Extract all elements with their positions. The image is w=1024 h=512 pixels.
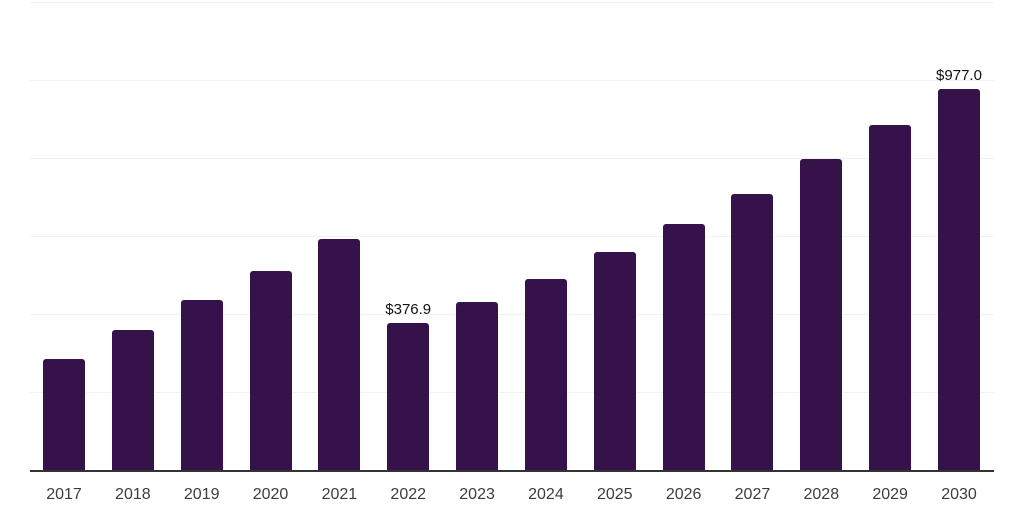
- bar-2021[interactable]: [318, 239, 360, 470]
- bar-2030[interactable]: [938, 89, 980, 470]
- gridline: [30, 2, 994, 3]
- x-axis-line: [30, 470, 994, 472]
- x-tick-label-2026: 2026: [665, 486, 702, 503]
- x-tick-label-2029: 2029: [872, 486, 908, 503]
- x-tick-label-2027: 2027: [734, 486, 771, 503]
- x-tick-label-2024: 2024: [528, 486, 564, 503]
- bar-2019[interactable]: [181, 300, 223, 470]
- x-tick-label-2021: 2021: [321, 486, 358, 503]
- x-tick-label-2030: 2030: [941, 486, 977, 503]
- bar-2026[interactable]: [663, 224, 705, 470]
- x-tick-label-2019: 2019: [183, 486, 220, 503]
- x-tick-label-2018: 2018: [115, 486, 151, 503]
- x-tick-label-2017: 2017: [46, 486, 82, 503]
- bar-2028[interactable]: [800, 159, 842, 470]
- bar-2025[interactable]: [594, 252, 636, 470]
- bar-2024[interactable]: [525, 279, 567, 470]
- bar-2020[interactable]: [250, 271, 292, 470]
- x-tick-label-2025: 2025: [596, 486, 633, 503]
- gridline: [30, 80, 994, 81]
- gridline: [30, 236, 994, 237]
- x-tick-label-2022: 2022: [390, 486, 427, 503]
- x-tick-label-2028: 2028: [803, 486, 840, 503]
- gridline: [30, 158, 994, 159]
- bar-2027[interactable]: [731, 194, 773, 470]
- x-tick-label-2020: 2020: [252, 486, 289, 503]
- bar-value-label-2022: $376.9: [385, 301, 432, 318]
- bar-2018[interactable]: [112, 330, 154, 470]
- bar-2023[interactable]: [456, 302, 498, 470]
- bar-2029[interactable]: [869, 125, 911, 470]
- gridline: [30, 314, 994, 315]
- bar-2022[interactable]: [387, 323, 429, 470]
- bar-value-label-2030: $977.0: [936, 67, 982, 84]
- bar-2017[interactable]: [43, 359, 85, 470]
- gridline: [30, 392, 994, 393]
- x-tick-label-2023: 2023: [459, 486, 495, 503]
